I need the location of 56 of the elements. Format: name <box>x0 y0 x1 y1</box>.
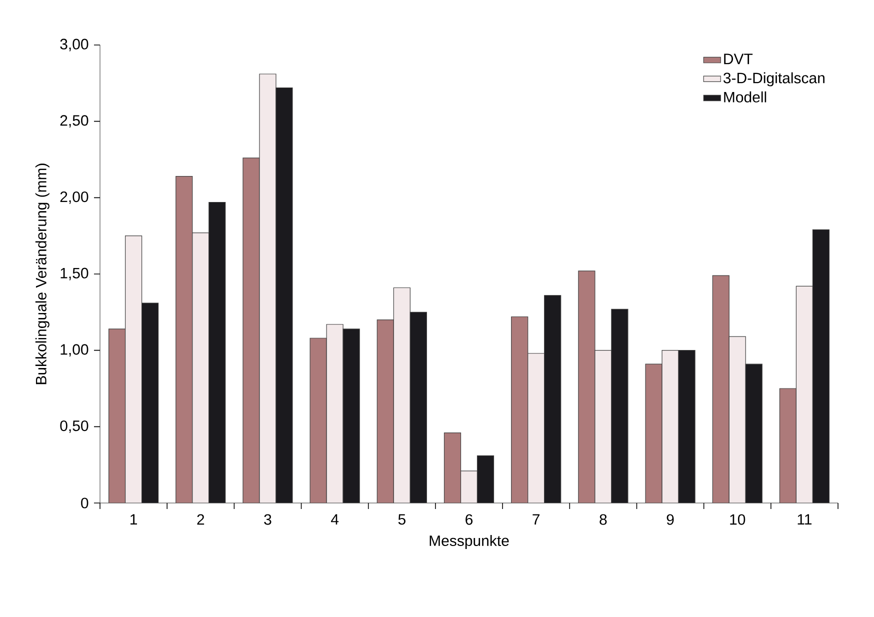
x-tick-label: 5 <box>398 514 406 525</box>
bar <box>342 328 360 503</box>
bar <box>310 338 327 503</box>
x-tick-label: 7 <box>532 514 540 525</box>
bar <box>678 350 696 503</box>
legend-label: 3-D-Digitalscan <box>723 72 824 86</box>
bar <box>444 432 462 503</box>
y-axis-title: Bukkolinguale Veränderung (mm) <box>35 164 50 384</box>
y-tick-label: 1,00 <box>60 344 88 357</box>
bar <box>124 236 142 503</box>
bar <box>460 470 478 503</box>
x-axis-title: Messpunkte <box>430 535 509 549</box>
y-tick-label: 2,50 <box>60 115 88 128</box>
bar <box>259 74 276 503</box>
bar <box>192 232 210 503</box>
bar <box>796 286 814 503</box>
bar <box>242 158 260 503</box>
bar <box>141 302 159 503</box>
x-tick-label: 11 <box>798 514 812 525</box>
bar <box>812 229 830 503</box>
bar <box>712 275 730 503</box>
x-tick-label: 2 <box>197 514 204 525</box>
bar <box>326 324 344 503</box>
y-tick-label: 3,00 <box>60 38 88 52</box>
y-tick-label: 0,50 <box>60 420 88 433</box>
bar <box>208 202 226 503</box>
bar <box>393 287 410 503</box>
x-tick-label: 1 <box>130 514 137 525</box>
bar <box>728 336 746 503</box>
x-tick-label: 9 <box>666 514 674 525</box>
x-tick-label: 6 <box>466 514 473 525</box>
bar <box>662 350 679 503</box>
legend-label: DVT <box>724 54 753 64</box>
x-tick-label: 4 <box>330 514 339 525</box>
bar <box>594 350 612 503</box>
x-tick-label: 8 <box>600 514 607 525</box>
bar <box>511 316 528 503</box>
bar <box>476 455 494 503</box>
x-tick-label: 10 <box>730 514 746 525</box>
bar <box>645 364 662 503</box>
bar <box>544 295 562 503</box>
bar <box>376 320 394 503</box>
bar <box>528 353 545 503</box>
bar <box>745 364 762 503</box>
x-tick-label: 3 <box>264 514 272 525</box>
bar <box>410 312 427 503</box>
bar <box>276 87 293 503</box>
legend-label: Modell <box>724 91 766 102</box>
y-tick-label: 2,00 <box>60 191 88 204</box>
bar <box>176 176 193 503</box>
bar <box>108 328 126 503</box>
bar <box>779 388 797 503</box>
y-tick-label: 1,50 <box>60 268 88 280</box>
bar <box>578 270 596 503</box>
y-tick-label: 0 <box>81 498 88 508</box>
bar <box>611 308 628 503</box>
